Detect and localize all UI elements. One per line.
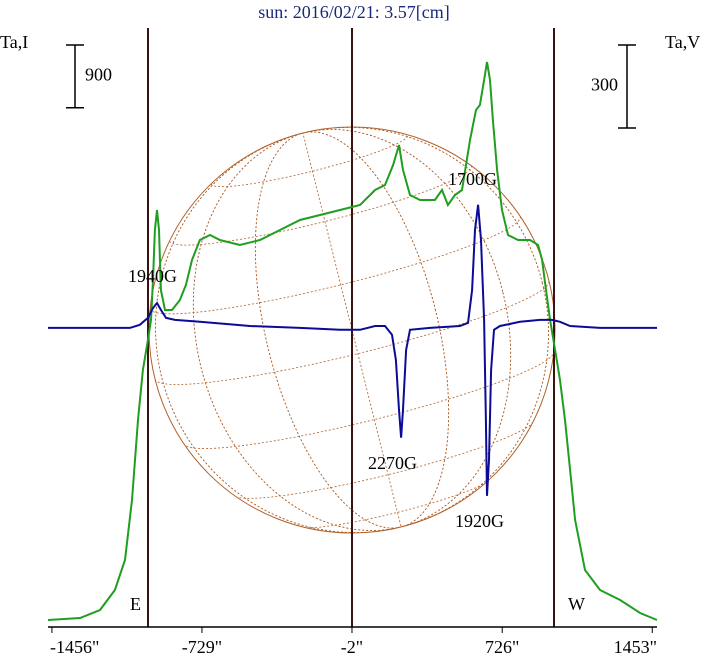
series-line: [48, 204, 657, 496]
x-tick-label: -1456": [50, 637, 99, 657]
parallel: [210, 134, 409, 188]
parallel: [183, 351, 555, 449]
y2-axis-label: Ta,V: [665, 32, 700, 52]
scale-label: 900: [85, 64, 112, 84]
annotation: 1940G: [128, 266, 177, 286]
parallel: [232, 418, 535, 499]
x-tick-label: -2": [341, 637, 363, 657]
x-tick-label: 1453": [614, 637, 657, 657]
annotation: 2270G: [368, 453, 417, 473]
parallel: [149, 216, 521, 315]
scale-label: 300: [591, 75, 618, 95]
x-tick-label: 726": [485, 637, 519, 657]
chart-title: sun: 2016/02/21: 3.57[cm]: [258, 2, 450, 22]
annotation: 1700G: [448, 169, 497, 189]
annotation: 1920G: [455, 511, 504, 531]
y-axis-label: Ta,I: [0, 32, 28, 52]
x-tick-label: -729": [182, 637, 222, 657]
annotation: W: [568, 594, 585, 614]
parallel: [169, 165, 472, 246]
annotation: E: [130, 594, 141, 614]
series-line: [47, 61, 658, 621]
